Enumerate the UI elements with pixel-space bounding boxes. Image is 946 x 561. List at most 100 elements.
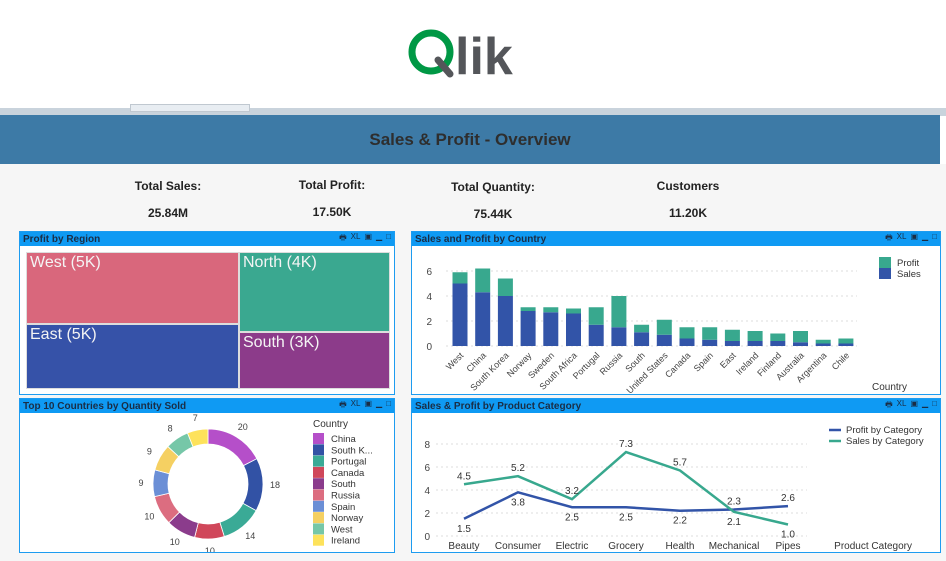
excel-icon[interactable]: XL — [896, 232, 907, 241]
legend-label: Ireland — [331, 536, 360, 547]
dashboard-header: Sales & Profit - Overview — [0, 115, 940, 164]
panel-sales-profit-by-country: Sales and Profit by Country 🖶 XL ▣ ▁ □ 0 2 4 6 We… — [411, 231, 941, 395]
panel-header: Profit by Region 🖶 XL ▣ ▁ □ — [20, 232, 394, 246]
kpi-total-profit-label: Total Profit: — [298, 178, 366, 192]
donut-slice — [194, 521, 225, 540]
panel-header: Sales & Profit by Product Category 🖶 XL ▣ ▁ □ — [412, 399, 940, 413]
data-label: 7.3 — [619, 439, 633, 450]
donut-slice — [152, 469, 170, 498]
bar-sales — [747, 341, 763, 346]
slice-label: 18 — [270, 480, 280, 490]
kpi-customers-value: 11.20K — [668, 206, 708, 220]
treemap-tile[interactable]: West (5K) — [26, 252, 239, 324]
minimize-icon[interactable]: ▁ — [922, 399, 929, 408]
bar-profit — [793, 331, 808, 343]
qlik-logo: lik — [405, 22, 535, 86]
image-icon[interactable]: ▣ — [364, 232, 372, 241]
x-tick-label: Beauty — [448, 541, 479, 552]
treemap-tile[interactable]: North (4K) — [239, 252, 390, 332]
y-tick-label: 2 — [426, 317, 432, 328]
bar-profit — [724, 329, 740, 341]
x-axis-label: Country — [872, 382, 907, 393]
x-tick-label: Canada — [663, 350, 692, 379]
image-icon[interactable]: ▣ — [910, 232, 918, 241]
svg-text:lik: lik — [455, 28, 513, 82]
legend-title: Country — [313, 419, 348, 430]
bar-sales — [452, 283, 468, 346]
print-icon[interactable]: 🖶 — [885, 233, 893, 242]
data-label: 2.1 — [727, 517, 741, 528]
x-axis-label: Product Category — [834, 541, 912, 552]
panel-header: Sales and Profit by Country 🖶 XL ▣ ▁ □ — [412, 232, 940, 246]
print-icon[interactable]: 🖶 — [339, 400, 347, 409]
image-icon[interactable]: ▣ — [910, 399, 918, 408]
panel-sales-profit-by-category: Sales & Profit by Product Category 🖶 XL ▣ ▁ □… — [411, 398, 941, 553]
slice-label: 9 — [138, 478, 143, 488]
print-icon[interactable]: 🖶 — [885, 400, 893, 409]
data-label: 5.2 — [511, 463, 525, 474]
treemap-tile[interactable]: East (5K) — [26, 324, 239, 389]
slice-label: 10 — [144, 511, 154, 521]
bar-sales — [475, 292, 491, 346]
toolbar-strip — [0, 108, 946, 116]
slice-label: 8 — [168, 424, 173, 434]
bar-profit — [747, 331, 763, 341]
treemap-tile[interactable]: South (3K) — [239, 332, 390, 389]
slice-label: 20 — [238, 422, 248, 432]
bar-sales — [588, 324, 604, 346]
excel-icon[interactable]: XL — [350, 232, 361, 241]
excel-icon[interactable]: XL — [896, 399, 907, 408]
panel-header: Top 10 Countries by Quantity Sold 🖶 XL ▣ ▁ □ — [20, 399, 394, 413]
donut-slice — [242, 458, 264, 512]
image-icon[interactable]: ▣ — [364, 399, 372, 408]
bar-profit — [815, 339, 831, 344]
bar-profit — [679, 327, 695, 339]
x-tick-label: Grocery — [608, 541, 644, 552]
panel-top10-countries: Top 10 Countries by Quantity Sold 🖶 XL ▣ ▁ □ … — [19, 398, 395, 553]
bar-profit — [656, 319, 672, 335]
slice-label: 7 — [193, 413, 198, 423]
bar-sales — [611, 327, 627, 346]
y-tick-label: 8 — [424, 440, 430, 451]
print-icon[interactable]: 🖶 — [339, 233, 347, 242]
minimize-icon[interactable]: ▁ — [376, 399, 383, 408]
kpi-total-sales-value: 25.84M — [147, 206, 189, 220]
bar-profit — [452, 272, 468, 284]
bar-profit — [475, 268, 491, 293]
panel-icons: 🖶 XL ▣ ▁ □ — [885, 232, 937, 246]
legend-swatch — [313, 466, 324, 478]
y-tick-label: 2 — [424, 509, 430, 520]
panel-title: Top 10 Countries by Quantity Sold — [23, 400, 187, 412]
panel-icons: 🖶 XL ▣ ▁ □ — [339, 399, 391, 413]
maximize-icon[interactable]: □ — [386, 232, 391, 241]
sheet-tab[interactable] — [130, 104, 250, 112]
kpi-total-quantity-value: 75.44K — [473, 207, 513, 221]
panel-icons: 🖶 XL ▣ ▁ □ — [885, 399, 937, 413]
y-tick-label: 0 — [426, 342, 432, 353]
x-tick-label: Consumer — [495, 541, 542, 552]
bar-profit — [520, 307, 536, 311]
excel-icon[interactable]: XL — [350, 399, 361, 408]
kpi-total-sales-label: Total Sales: — [134, 179, 202, 193]
minimize-icon[interactable]: ▁ — [922, 232, 929, 241]
panel-title: Profit by Region — [23, 233, 101, 245]
data-label: 2.5 — [565, 512, 579, 523]
y-tick-label: 6 — [424, 463, 430, 474]
legend-label: Canada — [331, 468, 365, 479]
data-label: 2.6 — [781, 493, 795, 504]
maximize-icon[interactable]: □ — [386, 399, 391, 408]
x-tick-label: Pipes — [775, 541, 800, 552]
legend-swatch — [313, 523, 324, 535]
legend-swatch — [313, 500, 324, 512]
maximize-icon[interactable]: □ — [932, 232, 937, 241]
data-label: 2.2 — [673, 516, 687, 527]
minimize-icon[interactable]: ▁ — [376, 232, 383, 241]
legend-swatch — [879, 257, 891, 268]
page-title: Sales & Profit - Overview — [369, 129, 571, 149]
maximize-icon[interactable]: □ — [932, 399, 937, 408]
data-label: 5.7 — [673, 457, 687, 468]
legend-swatch — [879, 268, 891, 279]
panel-icons: 🖶 XL ▣ ▁ □ — [339, 232, 391, 246]
